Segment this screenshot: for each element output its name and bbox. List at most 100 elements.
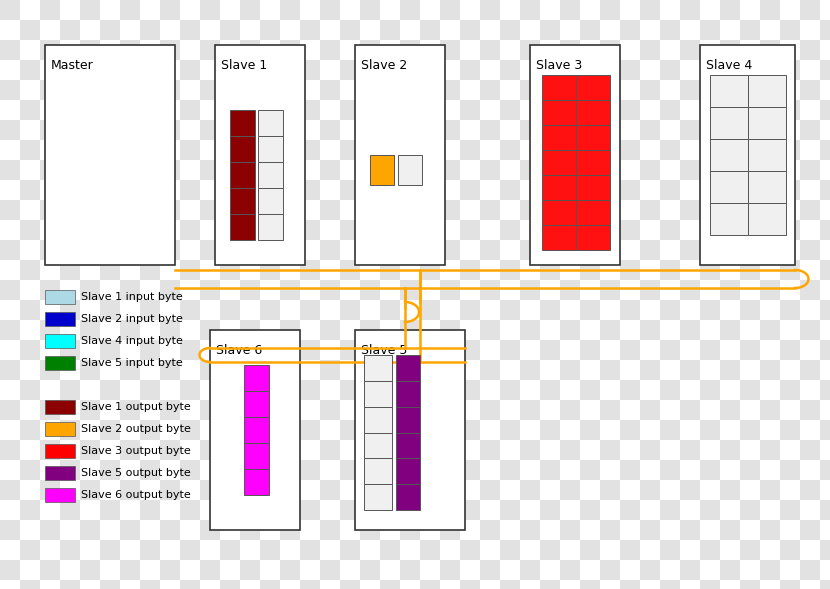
Bar bbox=[780, 380, 800, 400]
Bar bbox=[580, 380, 600, 400]
Bar bbox=[220, 260, 240, 280]
Bar bbox=[140, 140, 160, 160]
Bar bbox=[40, 400, 60, 420]
Bar bbox=[40, 200, 60, 220]
Bar bbox=[560, 560, 580, 580]
Bar bbox=[740, 300, 760, 320]
Bar bbox=[440, 520, 460, 540]
Bar bbox=[80, 280, 100, 300]
Bar bbox=[520, 280, 540, 300]
Bar bbox=[240, 40, 260, 60]
Bar bbox=[300, 180, 320, 200]
Text: Slave 2 input byte: Slave 2 input byte bbox=[81, 314, 183, 324]
Bar bbox=[120, 400, 140, 420]
Bar bbox=[420, 220, 440, 240]
Bar bbox=[20, 340, 40, 360]
Bar bbox=[740, 420, 760, 440]
Bar bbox=[40, 520, 60, 540]
Bar bbox=[500, 300, 520, 320]
Bar bbox=[45, 466, 75, 480]
Bar bbox=[760, 560, 780, 580]
Bar bbox=[280, 320, 300, 340]
Bar bbox=[680, 560, 700, 580]
Bar bbox=[700, 540, 720, 560]
Bar bbox=[800, 240, 820, 260]
Bar bbox=[660, 340, 680, 360]
Bar bbox=[200, 360, 220, 380]
Text: Slave 1: Slave 1 bbox=[221, 59, 267, 72]
Bar bbox=[280, 0, 300, 20]
Bar bbox=[200, 320, 220, 340]
Bar bbox=[80, 240, 100, 260]
Bar bbox=[220, 380, 240, 400]
Bar bbox=[640, 0, 660, 20]
Bar bbox=[560, 320, 580, 340]
Bar bbox=[700, 340, 720, 360]
Bar bbox=[440, 320, 460, 340]
Bar bbox=[680, 360, 700, 380]
Bar bbox=[542, 125, 576, 150]
Bar bbox=[700, 180, 720, 200]
Bar bbox=[320, 240, 340, 260]
Bar bbox=[396, 406, 420, 432]
Bar bbox=[180, 540, 200, 560]
Bar bbox=[740, 220, 760, 240]
Bar bbox=[220, 100, 240, 120]
Bar bbox=[100, 100, 120, 120]
Bar bbox=[576, 175, 610, 200]
Bar bbox=[100, 260, 120, 280]
Bar bbox=[220, 580, 240, 589]
Bar bbox=[780, 580, 800, 589]
Bar bbox=[440, 160, 460, 180]
Bar bbox=[60, 140, 80, 160]
Bar bbox=[420, 420, 440, 440]
Bar bbox=[660, 100, 680, 120]
Bar bbox=[580, 180, 600, 200]
Bar bbox=[180, 500, 200, 520]
Bar bbox=[700, 580, 720, 589]
Bar bbox=[340, 460, 360, 480]
Bar bbox=[100, 340, 120, 360]
Bar bbox=[380, 500, 400, 520]
Bar bbox=[820, 380, 830, 400]
Bar bbox=[720, 480, 740, 500]
Bar bbox=[820, 340, 830, 360]
Bar bbox=[360, 200, 380, 220]
Bar bbox=[520, 160, 540, 180]
Bar bbox=[360, 120, 380, 140]
Bar bbox=[520, 520, 540, 540]
Bar bbox=[240, 280, 260, 300]
Bar bbox=[680, 160, 700, 180]
Bar bbox=[480, 120, 500, 140]
Bar bbox=[260, 180, 280, 200]
Bar bbox=[60, 60, 80, 80]
Bar bbox=[320, 400, 340, 420]
Bar bbox=[540, 500, 560, 520]
Bar bbox=[600, 400, 620, 420]
Bar bbox=[100, 380, 120, 400]
Bar bbox=[748, 107, 786, 139]
Bar bbox=[140, 540, 160, 560]
Bar bbox=[680, 520, 700, 540]
Bar bbox=[360, 240, 380, 260]
Bar bbox=[620, 300, 640, 320]
Bar bbox=[660, 460, 680, 480]
Bar bbox=[542, 200, 576, 225]
Bar bbox=[240, 200, 260, 220]
Bar bbox=[200, 120, 220, 140]
Bar bbox=[660, 420, 680, 440]
Bar bbox=[820, 580, 830, 589]
Bar bbox=[280, 400, 300, 420]
Bar bbox=[140, 60, 160, 80]
Bar bbox=[620, 460, 640, 480]
Bar bbox=[740, 460, 760, 480]
Bar bbox=[660, 140, 680, 160]
Bar bbox=[400, 0, 420, 20]
Text: Slave 2 output byte: Slave 2 output byte bbox=[81, 424, 191, 434]
Bar bbox=[80, 120, 100, 140]
Bar bbox=[420, 380, 440, 400]
Bar bbox=[700, 60, 720, 80]
Bar bbox=[140, 420, 160, 440]
Bar bbox=[360, 400, 380, 420]
Bar bbox=[380, 140, 400, 160]
